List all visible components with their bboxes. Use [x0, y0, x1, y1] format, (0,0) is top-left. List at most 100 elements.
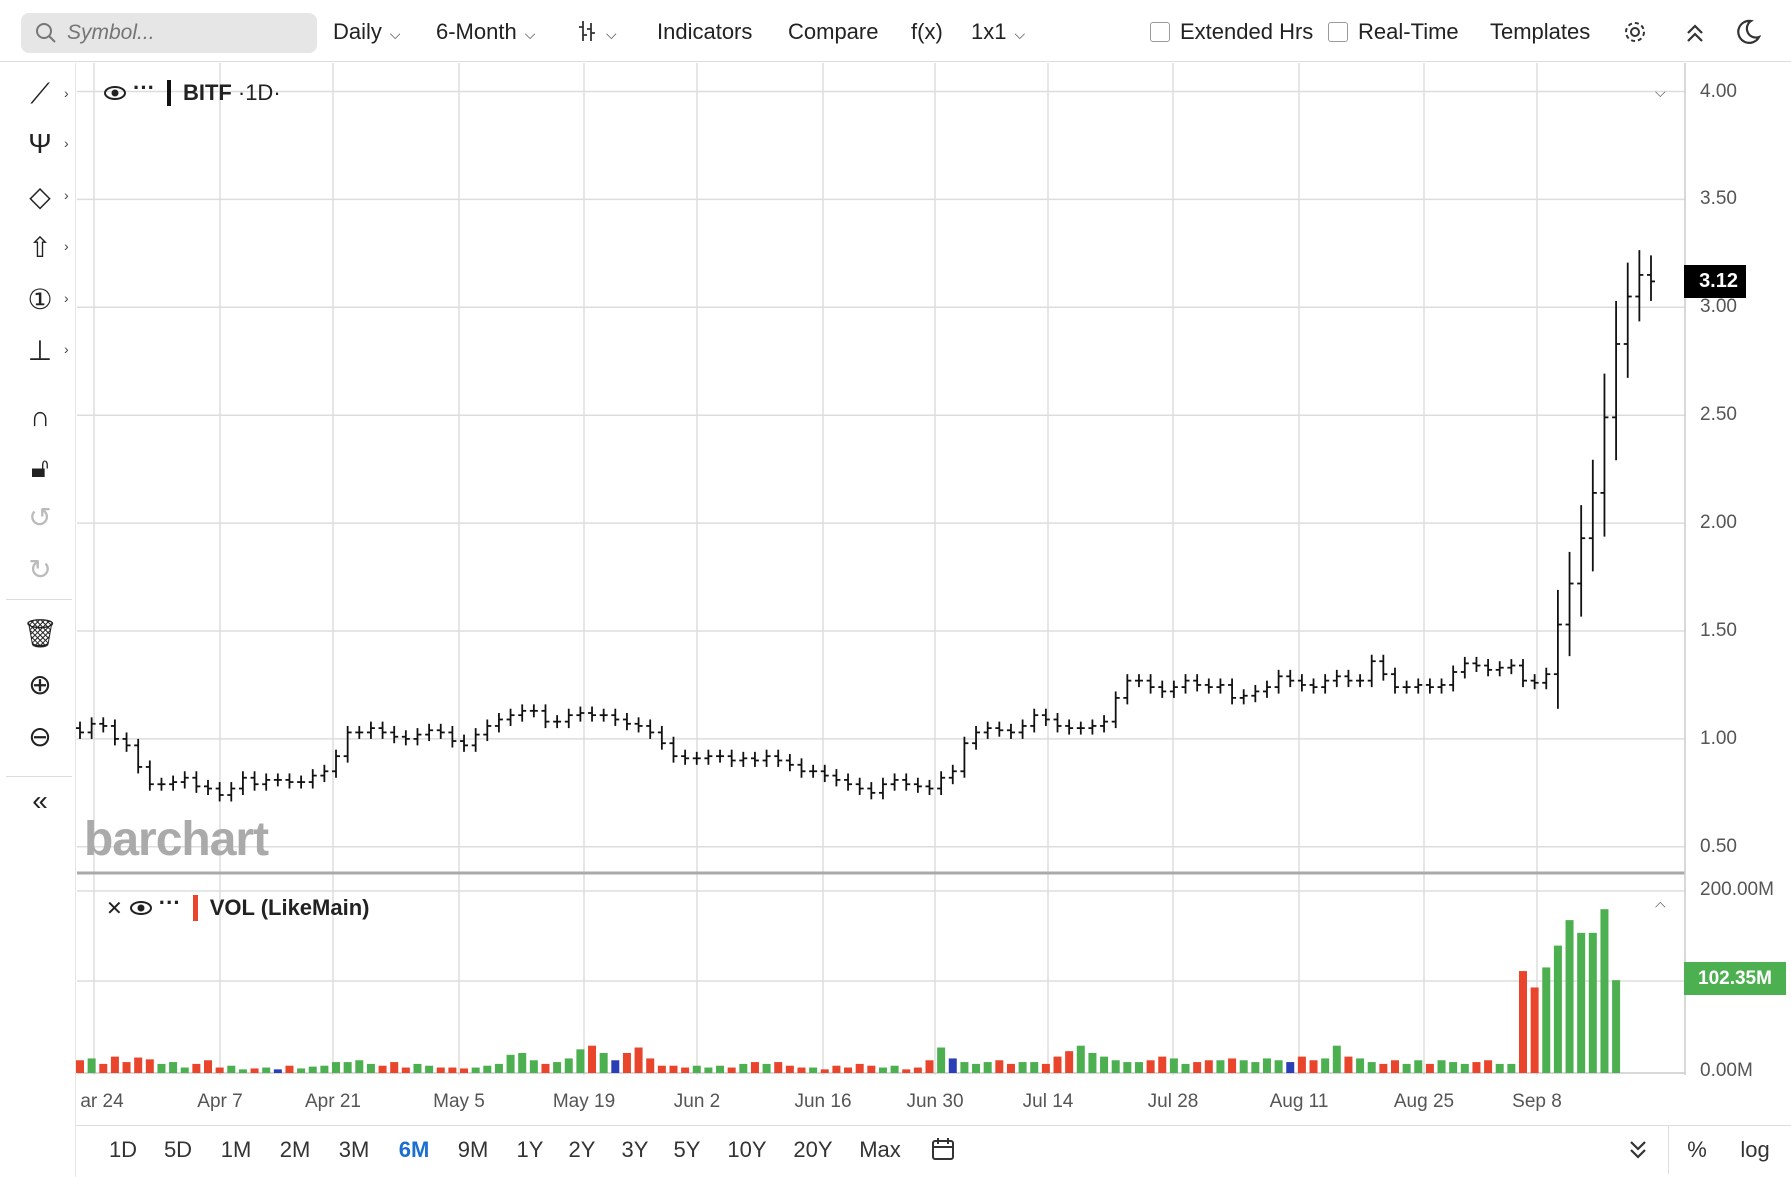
real-time-checkbox[interactable]	[1328, 22, 1348, 42]
volume-bar	[1484, 1060, 1493, 1073]
volume-bar	[1228, 1058, 1237, 1073]
volume-bar	[483, 1065, 492, 1073]
collapse-pane-chevron-icon[interactable]: ⌵	[1655, 84, 1666, 100]
expand-pane-chevron-icon[interactable]: ⌵	[1655, 899, 1666, 915]
range-button-6m[interactable]: 6M	[398, 1137, 430, 1162]
submenu-chevron-icon[interactable]: ›	[64, 341, 69, 357]
volume-bar	[1053, 1056, 1062, 1073]
volume-bar	[1344, 1056, 1353, 1073]
range-button-5y[interactable]: 5Y	[673, 1137, 701, 1162]
volume-bar	[983, 1062, 992, 1073]
more-icon[interactable]: ···	[133, 75, 155, 100]
range-button-1d[interactable]: 1D	[108, 1137, 138, 1162]
symbol-search[interactable]	[21, 13, 317, 53]
collapse-icon[interactable]: «	[32, 785, 48, 816]
volume-bar	[1193, 1062, 1202, 1073]
range-button-10y[interactable]: 10Y	[727, 1137, 767, 1162]
pitchfork-icon[interactable]: Ψ	[28, 128, 52, 159]
extended-hrs-checkbox[interactable]	[1150, 22, 1170, 42]
volume-bar	[1262, 1058, 1271, 1073]
date-axis-label: Apr 7	[197, 1091, 243, 1112]
range-button-2y[interactable]: 2Y	[568, 1137, 596, 1162]
chart-type-dropdown[interactable]: ⌵	[576, 19, 617, 45]
volume-bar	[1309, 1060, 1318, 1073]
zoom-in-icon[interactable]: ⊕	[28, 668, 52, 700]
trash-icon[interactable]: 🗑︎	[22, 617, 58, 649]
volume-bar	[622, 1052, 631, 1073]
volume-bar	[669, 1065, 678, 1073]
interval-dropdown[interactable]: Daily ⌵	[333, 19, 401, 45]
volume-bar	[1006, 1063, 1015, 1073]
gear-icon[interactable]	[1622, 19, 1648, 45]
more-icon[interactable]: ···	[158, 890, 181, 915]
indicators-button[interactable]: Indicators	[657, 19, 753, 44]
volume-bar	[122, 1062, 131, 1073]
submenu-chevron-icon[interactable]: ›	[64, 135, 69, 151]
eye-icon[interactable]	[103, 84, 127, 102]
close-icon[interactable]: ✕	[106, 897, 123, 920]
date-axis-label: ar 24	[80, 1091, 124, 1112]
volume-bar	[76, 1060, 84, 1073]
volume-bar	[1181, 1063, 1190, 1073]
percent-scale-button[interactable]: %	[1687, 1137, 1707, 1162]
range-button-9m[interactable]: 9M	[457, 1137, 489, 1162]
chevrons-down-icon[interactable]	[1626, 1138, 1650, 1162]
chevron-down-icon: ⌵	[606, 26, 617, 42]
search-input[interactable]	[67, 21, 307, 45]
calendar-icon[interactable]	[930, 1136, 956, 1162]
volume-bar	[320, 1065, 329, 1073]
undo-icon[interactable]: ↺	[28, 501, 52, 533]
volume-bar	[599, 1052, 608, 1073]
volume-bar	[238, 1069, 247, 1073]
zoom-out-icon[interactable]: ⊖	[28, 720, 52, 752]
moon-icon[interactable]	[1733, 18, 1761, 46]
volume-bar	[1390, 1060, 1399, 1073]
volume-bar	[378, 1065, 387, 1073]
lock-open-icon[interactable]: 🔓︎	[30, 451, 50, 483]
submenu-chevron-icon[interactable]: ›	[64, 85, 69, 101]
fx-button[interactable]: f(x)	[911, 19, 943, 44]
volume-bar	[297, 1068, 306, 1073]
price-axis-label: 2.00	[1700, 512, 1737, 534]
volume-bar	[390, 1062, 399, 1073]
volume-bar	[1495, 1063, 1504, 1073]
eye-icon[interactable]	[129, 899, 153, 917]
volume-bar	[448, 1067, 457, 1073]
magnet-icon[interactable]: ∩	[29, 401, 51, 432]
volume-bar	[1600, 909, 1609, 1073]
volume-bar	[564, 1058, 573, 1073]
measure-icon[interactable]: ⊥	[27, 334, 53, 366]
layout-dropdown[interactable]: 1x1 ⌵	[971, 19, 1025, 45]
volume-bar	[471, 1067, 480, 1073]
volume-bar	[99, 1063, 108, 1073]
extended-hrs-toggle[interactable]: Extended Hrs	[1150, 19, 1313, 45]
range-button-5d[interactable]: 5D	[163, 1137, 193, 1162]
submenu-chevron-icon[interactable]: ›	[64, 290, 69, 306]
shapes-icon[interactable]: ◇	[29, 180, 51, 212]
top-toolbar: Daily ⌵ 6-Month ⌵ ⌵ Indicators Compare f(x…	[0, 0, 1791, 62]
real-time-toggle[interactable]: Real-Time	[1328, 19, 1459, 45]
chevrons-up-icon[interactable]	[1683, 21, 1707, 45]
range-button-20y[interactable]: 20Y	[793, 1137, 833, 1162]
volume-bar	[1542, 967, 1551, 1073]
range-button-1m[interactable]: 1M	[220, 1137, 252, 1162]
volume-bar	[1100, 1056, 1109, 1073]
trendline-icon[interactable]: ⟋	[30, 77, 50, 109]
range-button-3y[interactable]: 3Y	[621, 1137, 649, 1162]
submenu-chevron-icon[interactable]: ›	[64, 238, 69, 254]
arrow-up-icon[interactable]: ⇧	[28, 231, 52, 263]
volume-bar	[1134, 1062, 1143, 1073]
templates-button[interactable]: Templates	[1490, 19, 1591, 44]
volume-bar	[995, 1060, 1004, 1073]
numbered-marker-icon[interactable]: ①	[27, 283, 53, 315]
log-scale-button[interactable]: log	[1740, 1137, 1770, 1162]
range-button-1y[interactable]: 1Y	[516, 1137, 544, 1162]
range-button-max[interactable]: Max	[859, 1137, 901, 1162]
redo-icon[interactable]: ↻	[28, 553, 52, 585]
submenu-chevron-icon[interactable]: ›	[64, 187, 69, 203]
compare-button[interactable]: Compare	[788, 19, 879, 44]
range-button-3m[interactable]: 3M	[338, 1137, 370, 1162]
range-dropdown[interactable]: 6-Month ⌵	[436, 19, 535, 45]
range-button-2m[interactable]: 2M	[279, 1137, 311, 1162]
